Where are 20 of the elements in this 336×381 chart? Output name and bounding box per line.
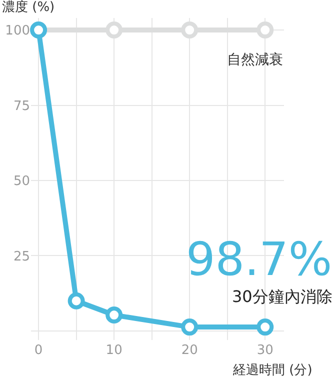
annotation: 30分鐘內消除	[232, 287, 332, 306]
x-tick-label: 20	[181, 343, 198, 358]
point	[256, 318, 274, 336]
y-axis-title: 濃度 (%)	[2, 0, 55, 15]
point	[256, 22, 274, 39]
point	[181, 22, 198, 39]
y-tick-label: 25	[13, 249, 30, 264]
annotation: 98.7%	[186, 232, 332, 286]
y-tick-label: 50	[13, 174, 30, 190]
y-tick-label: 100	[5, 24, 30, 39]
point	[68, 292, 85, 310]
y-tick-label: 75	[13, 98, 30, 114]
x-axis-title: 経過時間 (分)	[232, 363, 312, 378]
x-tick-label: 30	[256, 343, 274, 358]
x-tick-label: 10	[106, 343, 122, 358]
point	[106, 306, 123, 324]
x-tick-label: 0	[34, 343, 43, 358]
point	[106, 22, 123, 39]
series-label: 自然減衰	[227, 52, 283, 68]
point	[181, 318, 198, 336]
